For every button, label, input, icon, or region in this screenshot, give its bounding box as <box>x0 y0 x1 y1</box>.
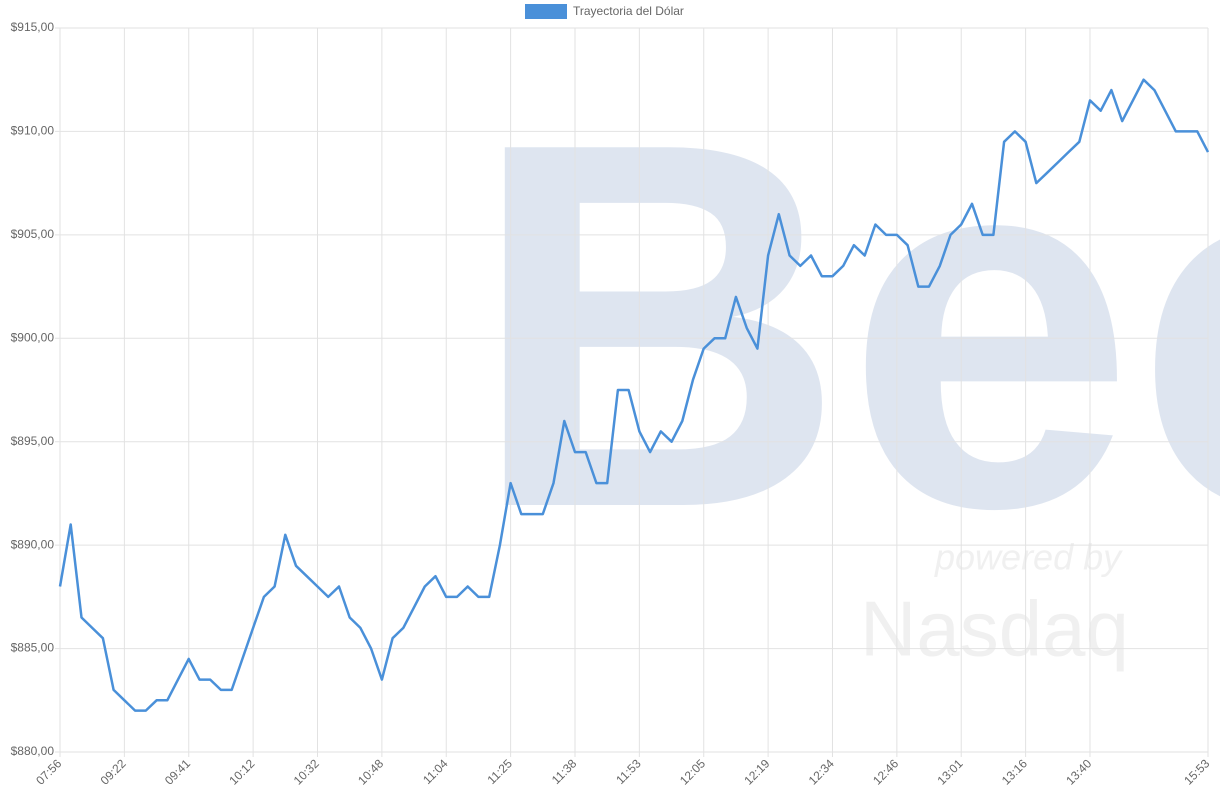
grid <box>55 27 1209 757</box>
y-tick-label: $880,00 <box>11 744 55 758</box>
x-tick-label: 15:53 <box>1181 756 1212 787</box>
y-tick-label: $915,00 <box>11 20 55 34</box>
y-tick-label: $890,00 <box>11 537 55 551</box>
x-tick-label: 11:38 <box>549 756 580 787</box>
y-tick-label: $885,00 <box>11 641 55 655</box>
legend-label[interactable]: Trayectoria del Dólar <box>573 4 684 18</box>
x-tick-label: 11:53 <box>613 756 644 787</box>
x-tick-label: 12:46 <box>870 756 901 787</box>
x-tick-label: 13:16 <box>999 756 1030 787</box>
x-tick-label: 12:19 <box>741 756 772 787</box>
y-tick-label: $900,00 <box>11 330 55 344</box>
x-tick-label: 09:22 <box>98 756 129 787</box>
y-tick-label: $910,00 <box>11 124 55 138</box>
x-tick-label: 10:48 <box>355 756 386 787</box>
x-tick-label: 12:34 <box>806 756 837 787</box>
line-series <box>58 78 1210 712</box>
x-tick-label: 07:56 <box>33 756 64 787</box>
watermark-brand: Nasdaq <box>860 585 1129 673</box>
x-tick-label: 11:04 <box>420 756 451 787</box>
x-tick-label: 11:25 <box>484 756 515 787</box>
x-tick-label: 13:01 <box>934 756 965 787</box>
legend: Trayectoria del Dólar <box>525 4 684 19</box>
y-tick-label: $905,00 <box>11 227 55 241</box>
x-tick-label: 12:05 <box>677 756 708 787</box>
watermark: Bec powered by Nasdaq <box>470 35 1220 673</box>
watermark-logo: Bec <box>470 35 1220 616</box>
watermark-subtitle: powered by <box>934 537 1123 578</box>
y-tick-label: $895,00 <box>11 434 55 448</box>
x-tick-label: 13:40 <box>1063 756 1094 787</box>
x-tick-label: 10:32 <box>291 756 322 787</box>
legend-swatch <box>525 4 567 19</box>
x-tick-label: 10:12 <box>226 756 257 787</box>
x-tick-label: 09:41 <box>162 756 193 787</box>
